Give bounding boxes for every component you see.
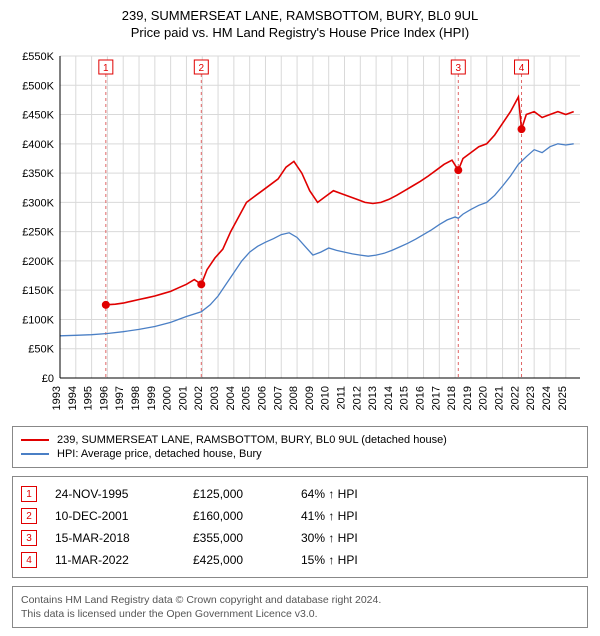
y-tick-label: £500K bbox=[22, 80, 54, 92]
sale-row-date: 24-NOV-1995 bbox=[55, 487, 175, 501]
y-tick-label: £0 bbox=[42, 373, 54, 385]
x-tick-label: 1996 bbox=[98, 386, 110, 410]
x-tick-label: 2011 bbox=[335, 386, 347, 410]
x-tick-label: 1999 bbox=[146, 386, 158, 410]
sale-row-pct: 30% ↑ HPI bbox=[301, 531, 579, 545]
x-tick-label: 2017 bbox=[430, 386, 442, 410]
y-tick-label: £300K bbox=[22, 197, 54, 209]
x-tick-label: 2003 bbox=[209, 386, 221, 410]
y-tick-label: £50K bbox=[28, 344, 54, 356]
x-tick-label: 2000 bbox=[162, 386, 174, 410]
sale-row-pct: 64% ↑ HPI bbox=[301, 487, 579, 501]
x-tick-label: 2006 bbox=[256, 386, 268, 410]
y-tick-label: £550K bbox=[22, 51, 54, 63]
x-tick-label: 2015 bbox=[399, 386, 411, 410]
y-tick-label: £350K bbox=[22, 168, 54, 180]
title-block: 239, SUMMERSEAT LANE, RAMSBOTTOM, BURY, … bbox=[0, 0, 600, 44]
sales-table: 1 24-NOV-1995 £125,000 64% ↑ HPI 2 10-DEC-200… bbox=[12, 476, 588, 578]
legend-swatch bbox=[21, 453, 49, 455]
sale-row-price: £355,000 bbox=[193, 531, 283, 545]
sale-row-date: 11-MAR-2022 bbox=[55, 553, 175, 567]
sale-dot bbox=[197, 280, 205, 288]
title-address: 239, SUMMERSEAT LANE, RAMSBOTTOM, BURY, … bbox=[0, 8, 600, 23]
x-tick-label: 1993 bbox=[51, 386, 63, 410]
x-tick-label: 2014 bbox=[383, 386, 395, 410]
x-tick-label: 2024 bbox=[541, 386, 553, 410]
sale-row-price: £425,000 bbox=[193, 553, 283, 567]
sale-row-marker: 3 bbox=[21, 530, 37, 546]
line-chart-svg: £0 £50K £100K £150K £200K £250K £300K £350K £400… bbox=[12, 48, 588, 418]
x-tick-label: 2005 bbox=[241, 386, 253, 410]
x-tick-label: 2002 bbox=[193, 386, 205, 410]
sale-row-date: 15-MAR-2018 bbox=[55, 531, 175, 545]
x-tick-label: 2007 bbox=[272, 386, 284, 410]
sale-dot bbox=[102, 301, 110, 309]
legend-label: 239, SUMMERSEAT LANE, RAMSBOTTOM, BURY, … bbox=[57, 434, 447, 446]
x-tick-label: 2023 bbox=[525, 386, 537, 410]
x-tick-label: 1994 bbox=[67, 386, 79, 410]
y-tick-label: £200K bbox=[22, 256, 54, 268]
x-tick-label: 1995 bbox=[83, 386, 95, 410]
x-tick-label: 2001 bbox=[177, 386, 189, 410]
sale-row-marker: 1 bbox=[21, 486, 37, 502]
legend-row: HPI: Average price, detached house, Bury bbox=[21, 447, 579, 461]
x-tick-label: 2020 bbox=[478, 386, 490, 410]
title-subtitle: Price paid vs. HM Land Registry's House … bbox=[0, 25, 600, 40]
sale-row-date: 10-DEC-2001 bbox=[55, 509, 175, 523]
footer-line2: This data is licensed under the Open Gov… bbox=[21, 607, 579, 621]
legend-swatch bbox=[21, 439, 49, 441]
x-tick-label: 2025 bbox=[557, 386, 569, 410]
x-tick-label: 2012 bbox=[351, 386, 363, 410]
sale-row-marker: 2 bbox=[21, 508, 37, 524]
x-tick-label: 1997 bbox=[114, 386, 126, 410]
x-tick-label: 2021 bbox=[494, 386, 506, 410]
sale-marker-num: 4 bbox=[519, 63, 525, 74]
x-tick-label: 2018 bbox=[446, 386, 458, 410]
sale-row: 1 24-NOV-1995 £125,000 64% ↑ HPI bbox=[21, 483, 579, 505]
legend-row: 239, SUMMERSEAT LANE, RAMSBOTTOM, BURY, … bbox=[21, 433, 579, 447]
sale-row-price: £160,000 bbox=[193, 509, 283, 523]
sale-dot bbox=[454, 166, 462, 174]
x-tick-label: 2019 bbox=[462, 386, 474, 410]
x-tick-label: 1998 bbox=[130, 386, 142, 410]
y-tick-label: £450K bbox=[22, 110, 54, 122]
x-tick-label: 2013 bbox=[367, 386, 379, 410]
x-tick-label: 2010 bbox=[320, 386, 332, 410]
sale-dot bbox=[518, 125, 526, 133]
y-tick-label: £150K bbox=[22, 285, 54, 297]
legend-box: 239, SUMMERSEAT LANE, RAMSBOTTOM, BURY, … bbox=[12, 426, 588, 468]
sale-marker-num: 1 bbox=[103, 63, 109, 74]
y-tick-label: £100K bbox=[22, 314, 54, 326]
x-tick-label: 2022 bbox=[509, 386, 521, 410]
footer-attribution: Contains HM Land Registry data © Crown c… bbox=[12, 586, 588, 628]
chart-container: 239, SUMMERSEAT LANE, RAMSBOTTOM, BURY, … bbox=[0, 0, 600, 628]
sale-row: 2 10-DEC-2001 £160,000 41% ↑ HPI bbox=[21, 505, 579, 527]
x-tick-label: 2009 bbox=[304, 386, 316, 410]
footer-line1: Contains HM Land Registry data © Crown c… bbox=[21, 593, 579, 607]
sale-row-price: £125,000 bbox=[193, 487, 283, 501]
x-tick-label: 2008 bbox=[288, 386, 300, 410]
sale-marker-num: 2 bbox=[199, 63, 205, 74]
y-tick-label: £250K bbox=[22, 227, 54, 239]
sale-row-marker: 4 bbox=[21, 552, 37, 568]
sale-row-pct: 41% ↑ HPI bbox=[301, 509, 579, 523]
y-tick-label: £400K bbox=[22, 139, 54, 151]
sale-row-pct: 15% ↑ HPI bbox=[301, 553, 579, 567]
x-tick-label: 2004 bbox=[225, 386, 237, 410]
chart-area: £0 £50K £100K £150K £200K £250K £300K £350K £400… bbox=[12, 48, 588, 418]
x-tick-label: 2016 bbox=[415, 386, 427, 410]
sale-row: 4 11-MAR-2022 £425,000 15% ↑ HPI bbox=[21, 549, 579, 571]
sale-row: 3 15-MAR-2018 £355,000 30% ↑ HPI bbox=[21, 527, 579, 549]
legend-label: HPI: Average price, detached house, Bury bbox=[57, 448, 262, 460]
sale-marker-num: 3 bbox=[456, 63, 462, 74]
